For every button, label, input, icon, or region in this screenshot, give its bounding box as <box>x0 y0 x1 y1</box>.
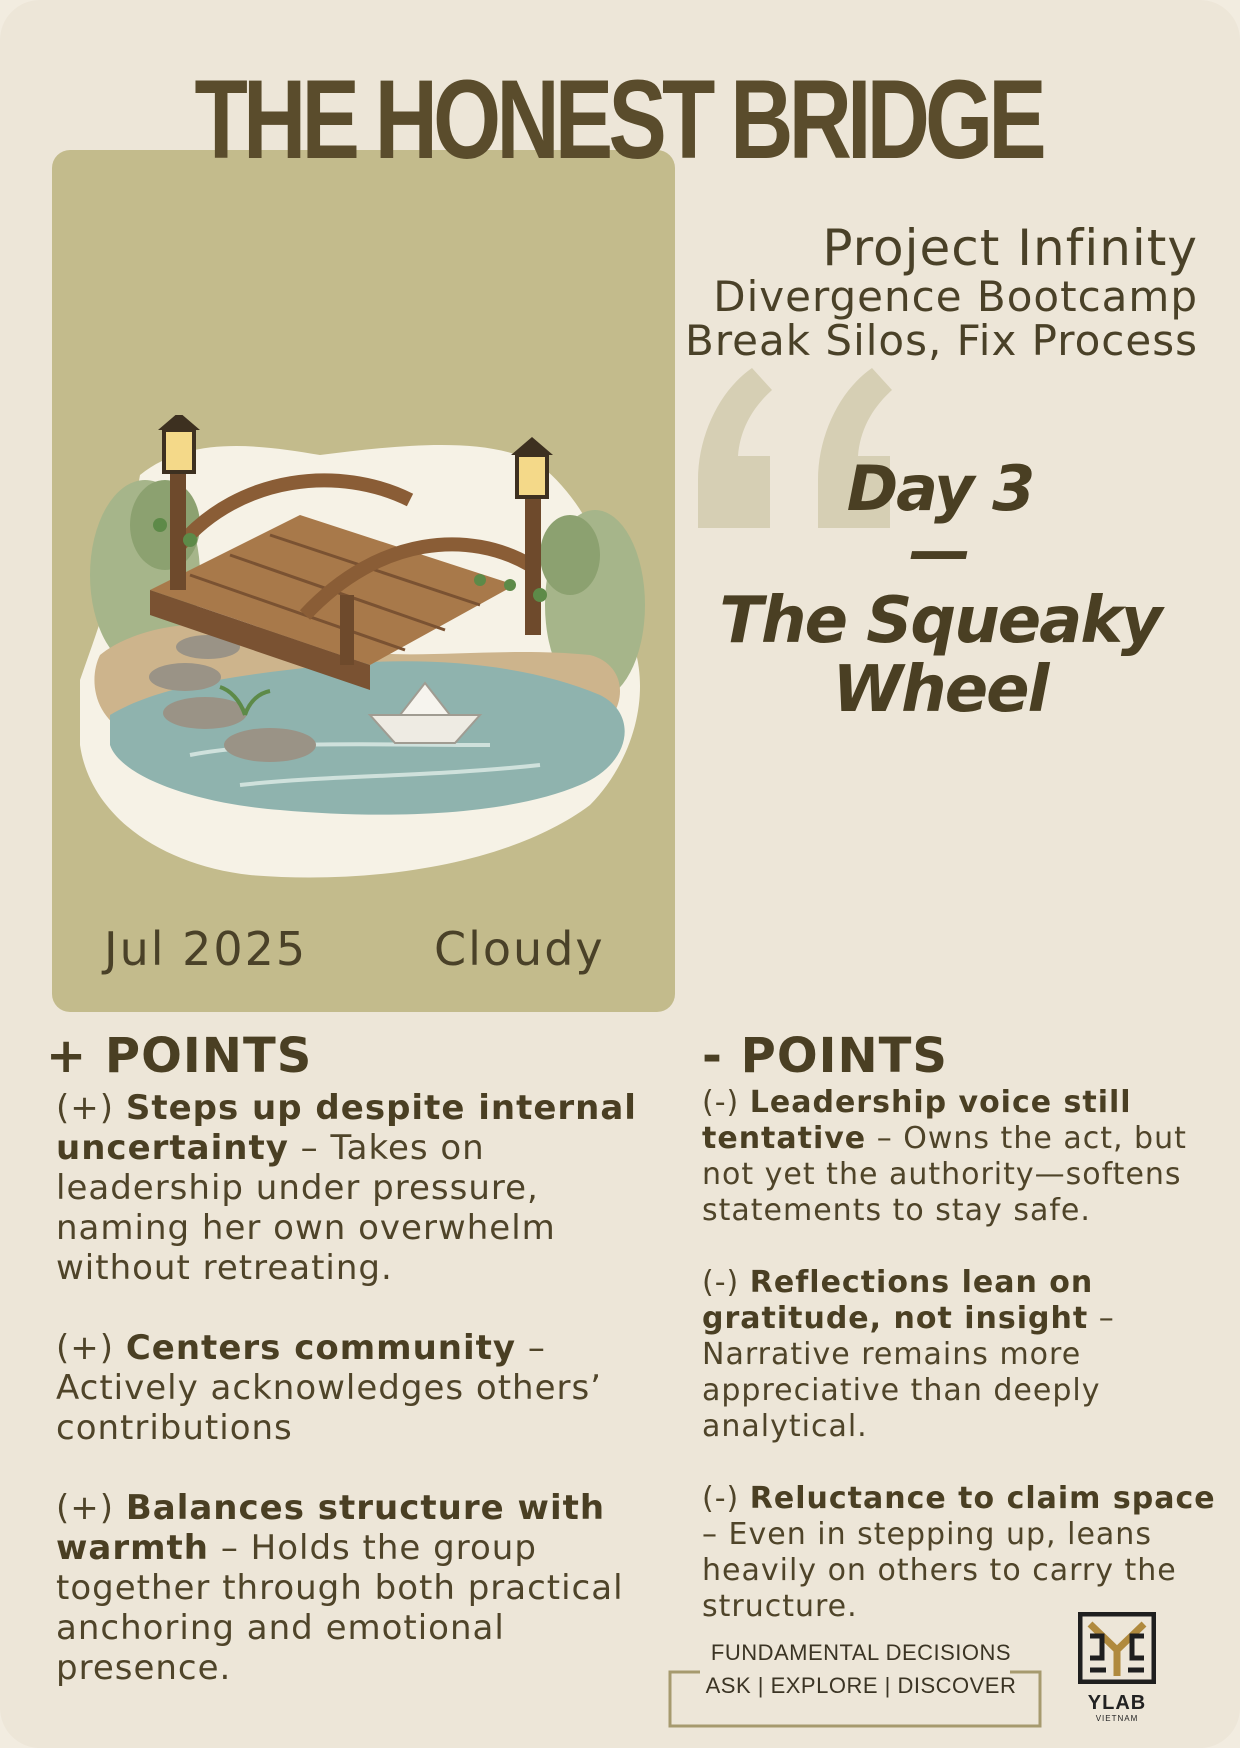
list-item: (-) Reluctance to claim space – Even in … <box>702 1481 1222 1625</box>
point-prefix: (-) <box>702 1481 740 1516</box>
point-title: Centers community <box>125 1328 517 1368</box>
point-title: Reluctance to claim space <box>749 1481 1216 1516</box>
date-label: Jul 2025 <box>104 922 308 976</box>
list-item: (+) Steps up despite internal uncertaint… <box>56 1088 646 1288</box>
day-subtitle-line2: Wheel <box>832 653 1050 728</box>
list-item: (+) Centers community – Actively acknowl… <box>56 1328 646 1448</box>
plus-points-heading: + POINTS <box>46 1028 313 1084</box>
page-title: THE HONEST BRIDGE <box>194 57 1046 182</box>
point-text: – Takes on leadership under pressure, na… <box>56 1128 556 1288</box>
footer-frame <box>668 1670 1042 1728</box>
day-subtitle-line1: The Squeaky <box>719 583 1162 658</box>
minus-points-list: (-) Leadership voice still tentative – O… <box>702 1085 1222 1661</box>
footer-tagline: FUNDAMENTAL DECISIONS ASK | EXPLORE | DI… <box>668 1636 1054 1702</box>
plus-points-list: (+) Steps up despite internal uncertaint… <box>56 1088 646 1728</box>
point-title: Leadership voice still tentative <box>702 1085 1132 1156</box>
bridge-illustration-icon <box>80 415 645 878</box>
day-dash: — <box>909 514 971 588</box>
point-prefix: (-) <box>702 1085 740 1120</box>
point-title: Reflections lean on gratitude, not insig… <box>702 1265 1094 1336</box>
point-text: – Actively acknowledges others’ contribu… <box>56 1328 602 1448</box>
list-item: (-) Leadership voice still tentative – O… <box>702 1085 1222 1229</box>
point-prefix: (+) <box>56 1488 115 1528</box>
list-item: (-) Reflections lean on gratitude, not i… <box>702 1265 1222 1445</box>
ylab-logo-icon <box>1078 1612 1156 1684</box>
project-info: Project Infinity Divergence Bootcamp Bre… <box>685 222 1198 363</box>
point-prefix: (-) <box>702 1265 740 1300</box>
logo-subtitle: VIETNAM <box>1095 1714 1139 1723</box>
point-prefix: (+) <box>56 1328 115 1368</box>
point-title: Steps up despite internal uncertainty <box>56 1088 637 1168</box>
point-text: – Owns the act, but not yet the authorit… <box>702 1121 1187 1228</box>
program-tagline: Break Silos, Fix Process <box>685 315 1198 365</box>
weather-label: Cloudy <box>434 922 605 976</box>
point-text: – Even in stepping up, leans heavily on … <box>702 1517 1177 1624</box>
point-prefix: (+) <box>56 1088 115 1128</box>
logo-name: YLAB <box>1087 1692 1147 1714</box>
point-text: – Holds the group together through both … <box>56 1528 624 1688</box>
day-label: Day 3 <box>846 452 1036 525</box>
quote-mark-icon <box>698 368 892 528</box>
footer-line2: ASK | EXPLORE | DISCOVER <box>705 1673 1017 1698</box>
point-title: Balances structure with warmth <box>56 1488 606 1568</box>
program-name: Divergence Bootcamp <box>713 271 1198 321</box>
day-block: Day 3 — The Squeaky Wheel <box>690 452 1190 728</box>
footer-line1: FUNDAMENTAL DECISIONS <box>710 1640 1012 1665</box>
project-name: Project Infinity <box>822 219 1198 277</box>
list-item: (+) Balances structure with warmth – Hol… <box>56 1488 646 1688</box>
day-subtitle: The Squeaky Wheel <box>690 583 1190 728</box>
point-text: – Narrative remains more appreciative th… <box>702 1301 1115 1444</box>
minus-points-heading: - POINTS <box>702 1028 948 1084</box>
